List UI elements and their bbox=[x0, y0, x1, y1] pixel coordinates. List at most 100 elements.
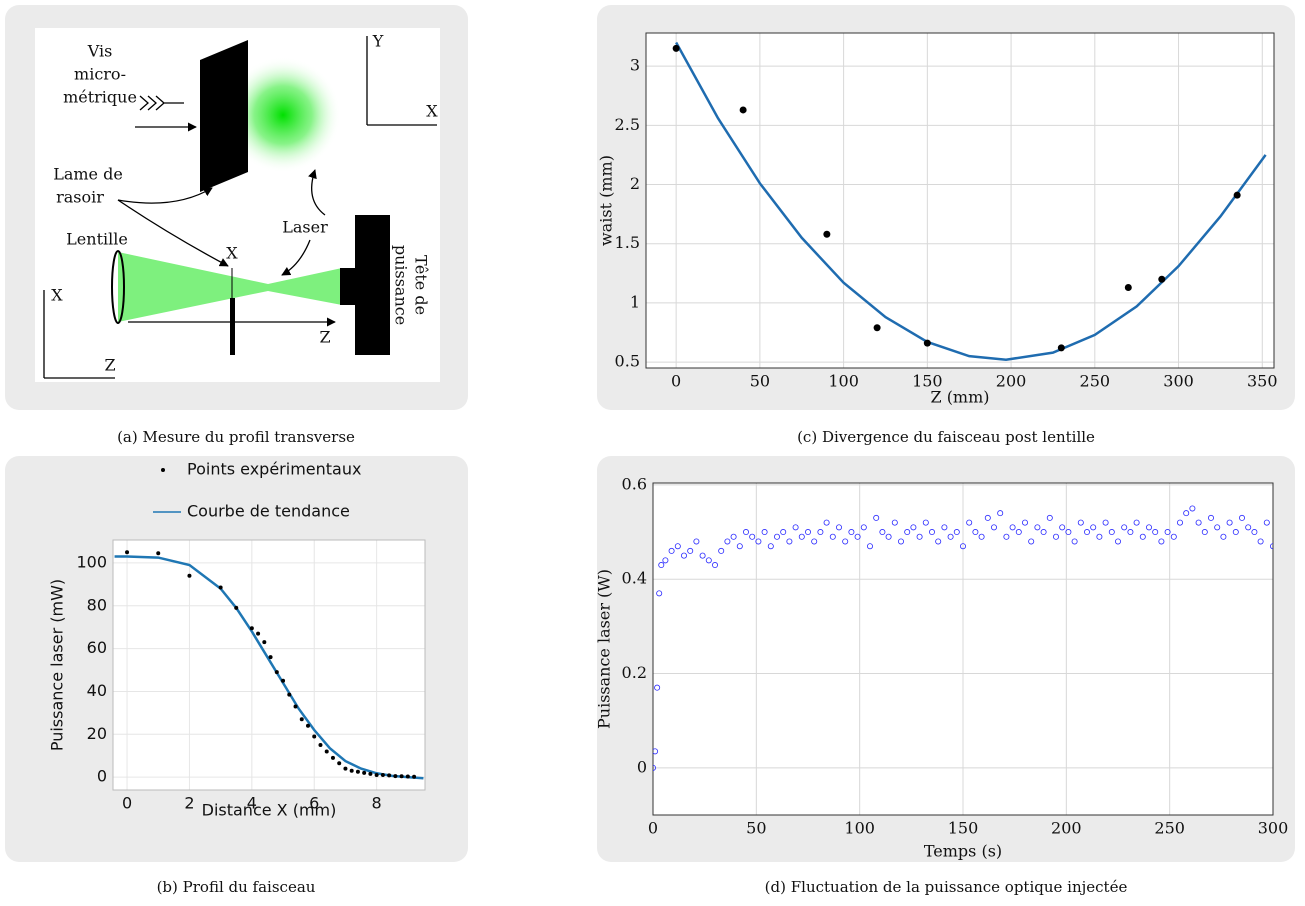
y-tick-label: 0.4 bbox=[622, 569, 647, 588]
data-point bbox=[823, 230, 831, 238]
data-point bbox=[1034, 524, 1041, 531]
razor-blade bbox=[200, 40, 248, 192]
data-point bbox=[730, 533, 737, 540]
data-point bbox=[343, 766, 348, 771]
data-point bbox=[984, 514, 991, 521]
x-tick-label: 0 bbox=[122, 794, 132, 813]
data-point bbox=[653, 748, 659, 755]
y-axis-label: Puissance laser (W) bbox=[595, 569, 614, 729]
data-point bbox=[125, 550, 130, 555]
plot-clip bbox=[672, 41, 1267, 361]
data-point bbox=[978, 533, 985, 540]
razor-side bbox=[230, 298, 235, 355]
y-tick-label: 3 bbox=[630, 56, 640, 75]
x-tick-label: 100 bbox=[844, 819, 875, 838]
y-tick-label: 0 bbox=[637, 757, 647, 776]
data-point bbox=[736, 543, 743, 550]
label: micro- bbox=[74, 65, 126, 84]
data-point bbox=[848, 529, 855, 536]
diagram: Vis micro- métrique Y X Lame de rasoir L… bbox=[35, 28, 440, 382]
data-point bbox=[823, 519, 830, 526]
x-tick-label: 0 bbox=[648, 819, 658, 838]
x-tick-label: 100 bbox=[828, 372, 859, 391]
arrow bbox=[117, 199, 229, 267]
data-point bbox=[1232, 529, 1239, 536]
data-point bbox=[1059, 524, 1066, 531]
x-tick-label: 2 bbox=[184, 794, 194, 813]
x-tick-label: 350 bbox=[1247, 372, 1278, 391]
data-point bbox=[829, 533, 836, 540]
label: métrique bbox=[63, 88, 137, 107]
data-point bbox=[249, 626, 254, 631]
data-point bbox=[1053, 533, 1060, 540]
data-point bbox=[1046, 514, 1053, 521]
lens bbox=[111, 250, 125, 324]
data-point bbox=[1158, 538, 1165, 545]
data-point bbox=[774, 533, 781, 540]
label: X bbox=[226, 244, 238, 263]
data-point bbox=[718, 547, 725, 554]
plot-border bbox=[652, 482, 1274, 816]
data-point bbox=[312, 734, 317, 739]
data-point bbox=[1263, 519, 1270, 526]
data-point bbox=[681, 552, 688, 559]
legend-label: Points expérimentaux bbox=[187, 460, 361, 479]
data-point bbox=[412, 774, 417, 779]
x-tick-label: 250 bbox=[1154, 819, 1185, 838]
data-point bbox=[997, 510, 1004, 517]
x-axis-label: Temps (s) bbox=[924, 842, 1002, 861]
y-tick-label: 100 bbox=[76, 552, 107, 571]
x-tick-label: 300 bbox=[1258, 819, 1289, 838]
data-point bbox=[712, 562, 719, 569]
data-point bbox=[281, 678, 286, 683]
data-point bbox=[306, 723, 310, 728]
x-axis-label: Distance X (mm) bbox=[202, 801, 337, 820]
y-tick-label: 60 bbox=[87, 638, 107, 657]
data-point bbox=[362, 770, 367, 775]
label: Laser bbox=[282, 218, 328, 237]
data-point bbox=[1065, 529, 1072, 536]
beam bbox=[118, 252, 342, 322]
y-tick-label: 20 bbox=[87, 724, 107, 743]
data-point bbox=[1071, 538, 1078, 545]
data-point bbox=[1084, 529, 1091, 536]
y-tick-label: 0.2 bbox=[622, 663, 647, 682]
data-point bbox=[885, 533, 892, 540]
x-tick-label: 50 bbox=[750, 372, 770, 391]
data-point bbox=[922, 519, 929, 526]
data-point bbox=[1133, 519, 1140, 526]
data-point bbox=[724, 538, 731, 545]
label: X bbox=[426, 102, 438, 121]
data-point bbox=[654, 684, 661, 691]
data-point bbox=[662, 557, 669, 564]
data-point bbox=[693, 538, 700, 545]
data-point bbox=[1226, 519, 1233, 526]
data-point bbox=[739, 106, 747, 114]
label: Vis bbox=[87, 42, 113, 61]
data-point bbox=[293, 704, 298, 709]
data-point bbox=[817, 529, 824, 536]
data-point bbox=[941, 524, 948, 531]
y-tick-label: 80 bbox=[87, 595, 107, 614]
data-point bbox=[1121, 524, 1128, 531]
data-point bbox=[923, 339, 931, 347]
data-point bbox=[355, 769, 360, 774]
data-point bbox=[1102, 519, 1109, 526]
data-point bbox=[687, 547, 694, 554]
laser-spot bbox=[225, 57, 341, 173]
data-point bbox=[960, 543, 967, 550]
y-axis-label: waist (mm) bbox=[597, 155, 616, 246]
y-tick-label: 1.5 bbox=[615, 233, 640, 252]
data-point bbox=[653, 764, 656, 771]
data-point bbox=[972, 529, 979, 536]
x-tick-label: 250 bbox=[1080, 372, 1111, 391]
plot-area bbox=[646, 33, 1274, 368]
x-tick-label: 150 bbox=[948, 819, 979, 838]
data-point bbox=[743, 529, 750, 536]
data-point bbox=[786, 538, 793, 545]
data-point bbox=[374, 773, 379, 778]
data-point bbox=[387, 773, 392, 778]
data-point bbox=[1195, 519, 1202, 526]
data-point bbox=[916, 533, 923, 540]
data-point bbox=[1108, 529, 1115, 536]
